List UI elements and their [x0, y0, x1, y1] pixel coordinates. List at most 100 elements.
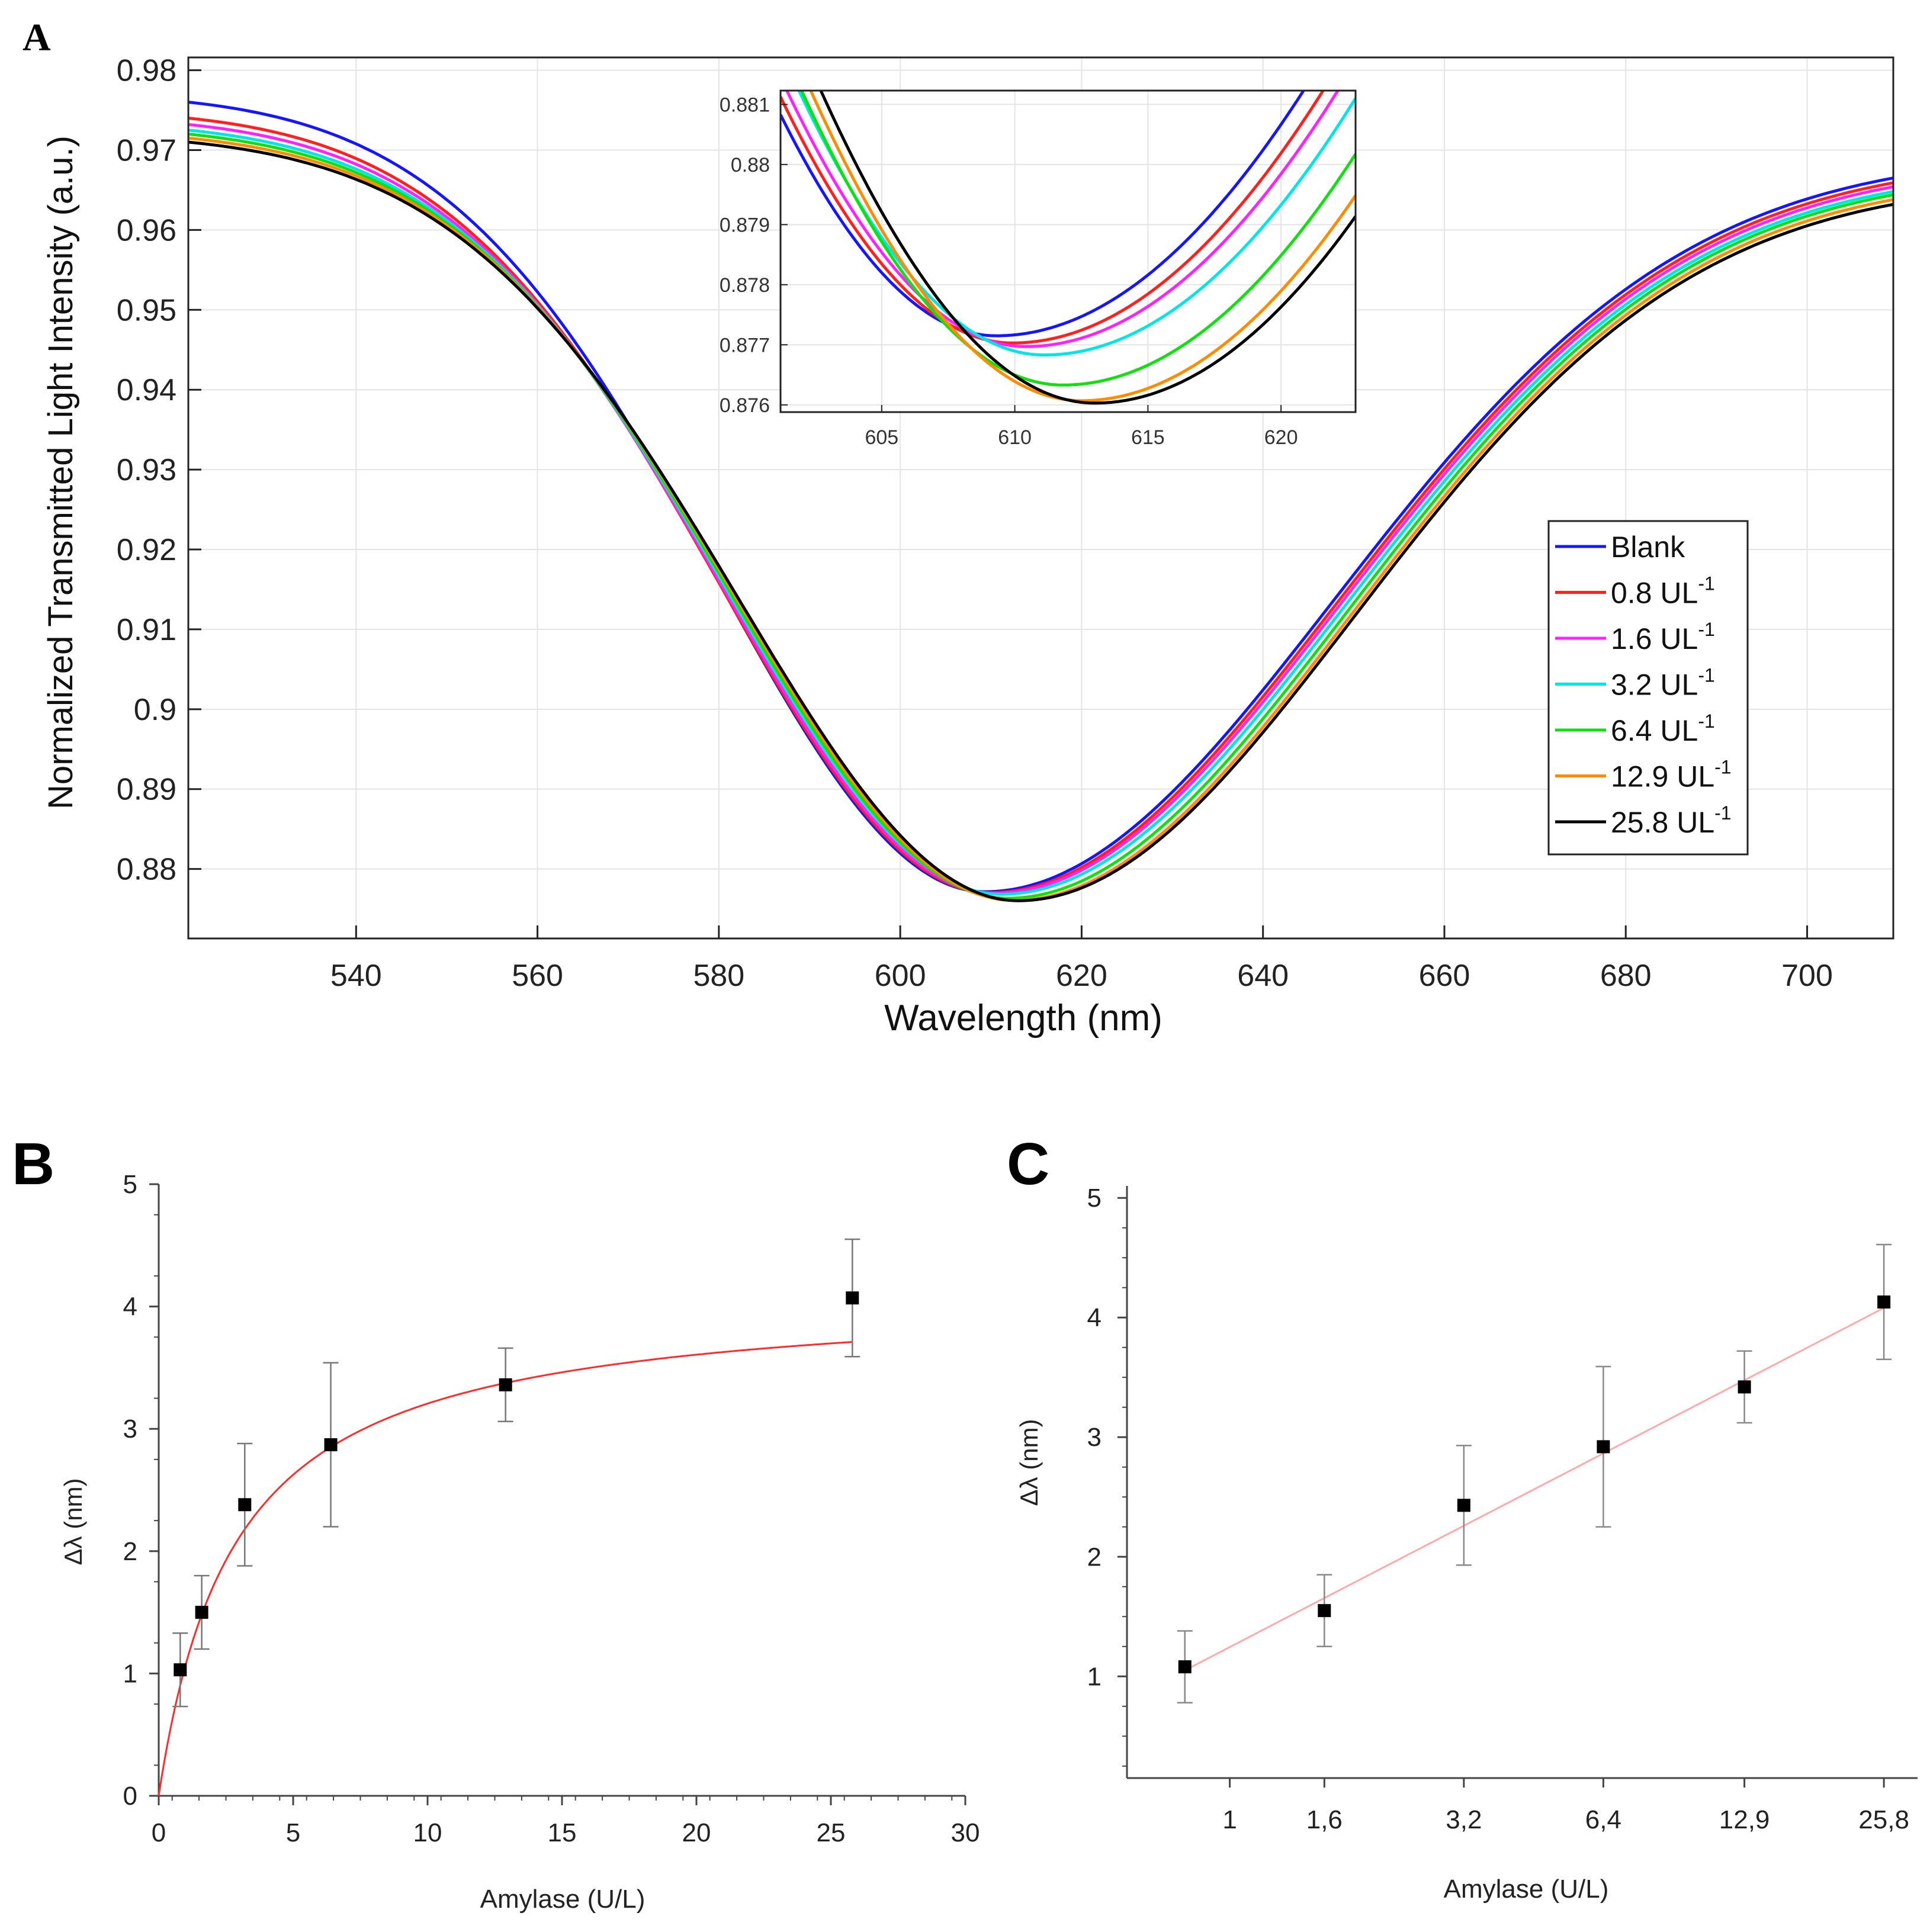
panel-b-axes [149, 1183, 966, 1805]
panel-label-a: A [23, 16, 51, 59]
panel-b-data-point [499, 1378, 512, 1391]
panel-b-x-tick-label: 20 [682, 1818, 711, 1847]
panel-a-y-tick-label: 0.95 [117, 293, 176, 327]
panel-c-y-tick-label: 3 [1087, 1423, 1102, 1452]
panel-b-data-point [846, 1291, 859, 1305]
panel-a-y-axis-label: Normalized Transmitted Light Intensity (… [41, 136, 80, 809]
inset-series-line-3 [797, 91, 1356, 357]
panel-a-x-tick-label: 680 [1600, 959, 1652, 993]
panel-b-points [174, 1291, 859, 1677]
panel-c-y-tick-label: 5 [1087, 1184, 1102, 1213]
inset-y-tick-label: 0.879 [720, 214, 770, 236]
panel-c-plot: 1 1,6 3,2 6,4 12,9 25,8 1 2 3 4 5 Amylase (U/L) Δ… [1015, 1184, 1918, 1904]
panel-a-inset: 605 610 615 620 0.8760.8770.8780.8790.880.8… [720, 89, 1357, 449]
inset-y-tick-label: 0.878 [720, 274, 770, 297]
panel-c-fit [1184, 1307, 1884, 1671]
panel-b-x-tick-label: 0 [152, 1818, 166, 1847]
inset-series [781, 91, 1356, 405]
panel-a-x-tick-label: 640 [1237, 959, 1289, 993]
legend-label-5: 12.9 UL-1 [1611, 757, 1732, 793]
panel-a-x-tick-label: 540 [330, 959, 382, 993]
panel-b-y-axis-label: Δλ (nm) [59, 1478, 87, 1565]
inset-series-line-1 [781, 91, 1325, 345]
panel-a-x-tick-label: 580 [693, 959, 744, 993]
panel-a-series-line-2 [188, 123, 1894, 895]
panel-c-data-point [1877, 1295, 1891, 1309]
panel-a-series [188, 101, 1894, 902]
panel-a-y-tick-labels: 0.88 0.89 0.9 0.91 0.92 0.93 0.94 0.95 0.96 0.97 0… [117, 54, 176, 887]
legend-label-superscript: -1 [1698, 665, 1714, 686]
panel-b-x-axis-label: Amylase (U/L) [480, 1885, 646, 1914]
panel-label-c: C [1007, 1131, 1049, 1197]
panel-c-x-tick-label: 25,8 [1858, 1805, 1909, 1834]
panel-a-x-tick-labels: 540 560 580 600 620 640 660 680 700 [330, 959, 1833, 993]
panel-c-x-tick-label: 1 [1222, 1805, 1237, 1834]
inset-series-line-4 [799, 91, 1356, 387]
panel-a-series-line-0 [188, 101, 1894, 893]
inset-grid [781, 91, 1356, 412]
panel-b-y-tick-label: 1 [123, 1659, 137, 1688]
panel-c-x-tick-labels: 1 1,6 3,2 6,4 12,9 25,8 [1222, 1805, 1909, 1834]
panel-b-data-point [324, 1438, 338, 1452]
panel-b-x-tick-label: 25 [817, 1818, 846, 1847]
inset-series-line-6 [819, 91, 1356, 405]
panel-a-y-tick-label: 0.89 [117, 773, 176, 807]
panel-a-y-tick-label: 0.94 [117, 373, 176, 407]
panel-c-x-tick-label: 6,4 [1585, 1805, 1621, 1834]
panel-c-fit-line [1184, 1307, 1884, 1671]
inset-x-tick-label: 605 [865, 426, 898, 449]
panel-c-x-tick-label: 1,6 [1306, 1805, 1343, 1834]
panel-a-x-tick-label: 560 [512, 959, 563, 993]
legend-label-3: 3.2 UL-1 [1611, 665, 1715, 702]
panel-a-legend: Blank 0.8 UL-1 1.6 UL-1 3.2 UL-1 6.4 UL-1 12.… [1547, 520, 1749, 856]
inset-series-line-2 [785, 91, 1340, 348]
panel-b-error-bars [172, 1238, 860, 1708]
panel-c-data-point [1178, 1660, 1192, 1674]
panel-b-data-point [238, 1498, 252, 1512]
legend-label-0: Blank [1611, 531, 1685, 564]
panel-b-y-tick-label: 4 [123, 1293, 137, 1322]
panel-b-y-tick-label: 0 [123, 1782, 137, 1811]
panel-a-x-axis-label: Wavelength (nm) [884, 998, 1163, 1039]
inset-background [781, 91, 1356, 412]
panel-a-x-tick-label: 700 [1781, 959, 1833, 993]
panel-b-y-tick-label: 3 [123, 1415, 137, 1444]
legend-box [1547, 520, 1749, 856]
panel-c-x-tick-label: 3,2 [1446, 1805, 1482, 1834]
legend-label-6: 25.8 UL-1 [1611, 802, 1732, 839]
panel-b-x-tick-label: 15 [548, 1818, 577, 1847]
panel-a-y-tick-label: 0.91 [117, 613, 176, 647]
legend-label-4: 6.4 UL-1 [1611, 711, 1715, 747]
panel-c-y-tick-label: 2 [1087, 1542, 1102, 1571]
legend-label-superscript: -1 [1698, 711, 1714, 732]
panel-c-x-axis-label: Amylase (U/L) [1444, 1875, 1609, 1904]
panel-a-y-tick-label: 0.98 [117, 54, 176, 88]
panel-b-y-tick-label: 5 [123, 1170, 137, 1199]
legend-label-superscript: -1 [1698, 619, 1714, 640]
panel-b-x-tick-label: 30 [951, 1818, 980, 1847]
inset-x-tick-label: 620 [1264, 426, 1298, 449]
panel-a-y-tick-label: 0.9 [134, 693, 176, 727]
panel-a-plot: 540 560 580 600 620 640 660 680 700 0.880.890.90… [41, 54, 1894, 1039]
panel-a-series-line-3 [188, 128, 1894, 896]
panel-c-data-point [1457, 1499, 1470, 1512]
panel-c-data-point [1597, 1440, 1610, 1454]
panel-b-x-tick-label: 10 [413, 1818, 442, 1847]
panel-c-axes [1117, 1186, 1918, 1788]
panel-a-y-tick-label: 0.92 [117, 533, 176, 567]
panel-b-plot: 0 5 10 15 20 25 30 0 1 2 3 4 5 Amylase (U/L) Δλ (nm… [59, 1170, 980, 1914]
inset-y-tick-label: 0.877 [720, 334, 770, 356]
panel-a-x-tick-label: 620 [1056, 959, 1107, 993]
panel-c-y-tick-label: 4 [1087, 1303, 1102, 1332]
inset-series-line-0 [781, 91, 1306, 337]
inset-y-tick-labels: 0.876 0.877 0.878 0.879 0.88 0.881 [720, 94, 770, 416]
panel-a-y-tick-label: 0.96 [117, 213, 176, 247]
legend-label-superscript: -1 [1714, 757, 1731, 778]
panel-b-x-tick-label: 5 [286, 1818, 300, 1847]
panel-a-frame [187, 56, 1894, 940]
panel-b-x-tick-labels: 0 5 10 15 20 25 30 [152, 1818, 980, 1847]
panel-a-y-tick-label: 0.88 [117, 853, 176, 887]
panel-a-series-line-1 [188, 117, 1894, 895]
panel-a-y-tick-label: 0.97 [117, 133, 176, 168]
